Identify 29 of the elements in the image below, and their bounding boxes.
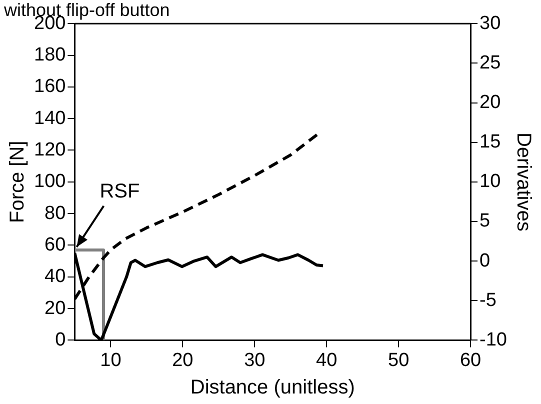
y2-tick-label: 10: [480, 171, 501, 192]
y-tick-label: 20: [44, 298, 66, 319]
y2-tick-label: 30: [480, 12, 501, 34]
y2-tick-label: -10: [480, 329, 508, 350]
x-tick-label: 40: [316, 350, 338, 371]
y2-tick-label: 5: [480, 210, 490, 232]
y-axis-title: Force [N]: [6, 140, 29, 224]
y-tick-label: 180: [34, 44, 66, 66]
y2-tick-label: -5: [480, 290, 496, 311]
x-tick-label: 10: [100, 350, 122, 371]
x-tick-label: 20: [172, 350, 194, 371]
x-tick-label: 50: [388, 350, 410, 371]
y-tick-label: 120: [34, 139, 66, 160]
y-tick-label: 140: [34, 108, 66, 129]
y2-tick-label: 20: [480, 92, 501, 113]
y2-tick-label: 0: [480, 250, 490, 272]
y2-tick-label: 25: [480, 52, 501, 74]
y-tick-label: 60: [44, 234, 66, 256]
x-tick-label: 30: [244, 350, 266, 371]
annotation: RSF: [100, 180, 140, 202]
x-axis-title: Distance (unitless): [190, 376, 355, 399]
y2-axis-title: Derivatives: [512, 132, 534, 232]
y-tick-label: 100: [34, 171, 66, 192]
y-tick-label: 40: [44, 266, 66, 288]
y-tick-label: 0: [55, 329, 66, 350]
x-tick-label: 60: [460, 350, 482, 371]
y-tick-label: 160: [34, 76, 66, 98]
y-tick-label: 80: [44, 202, 66, 224]
y2-tick-label: 15: [480, 132, 501, 153]
